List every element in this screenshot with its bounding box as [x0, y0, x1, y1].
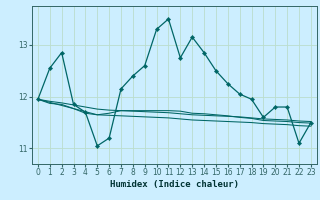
- X-axis label: Humidex (Indice chaleur): Humidex (Indice chaleur): [110, 180, 239, 189]
